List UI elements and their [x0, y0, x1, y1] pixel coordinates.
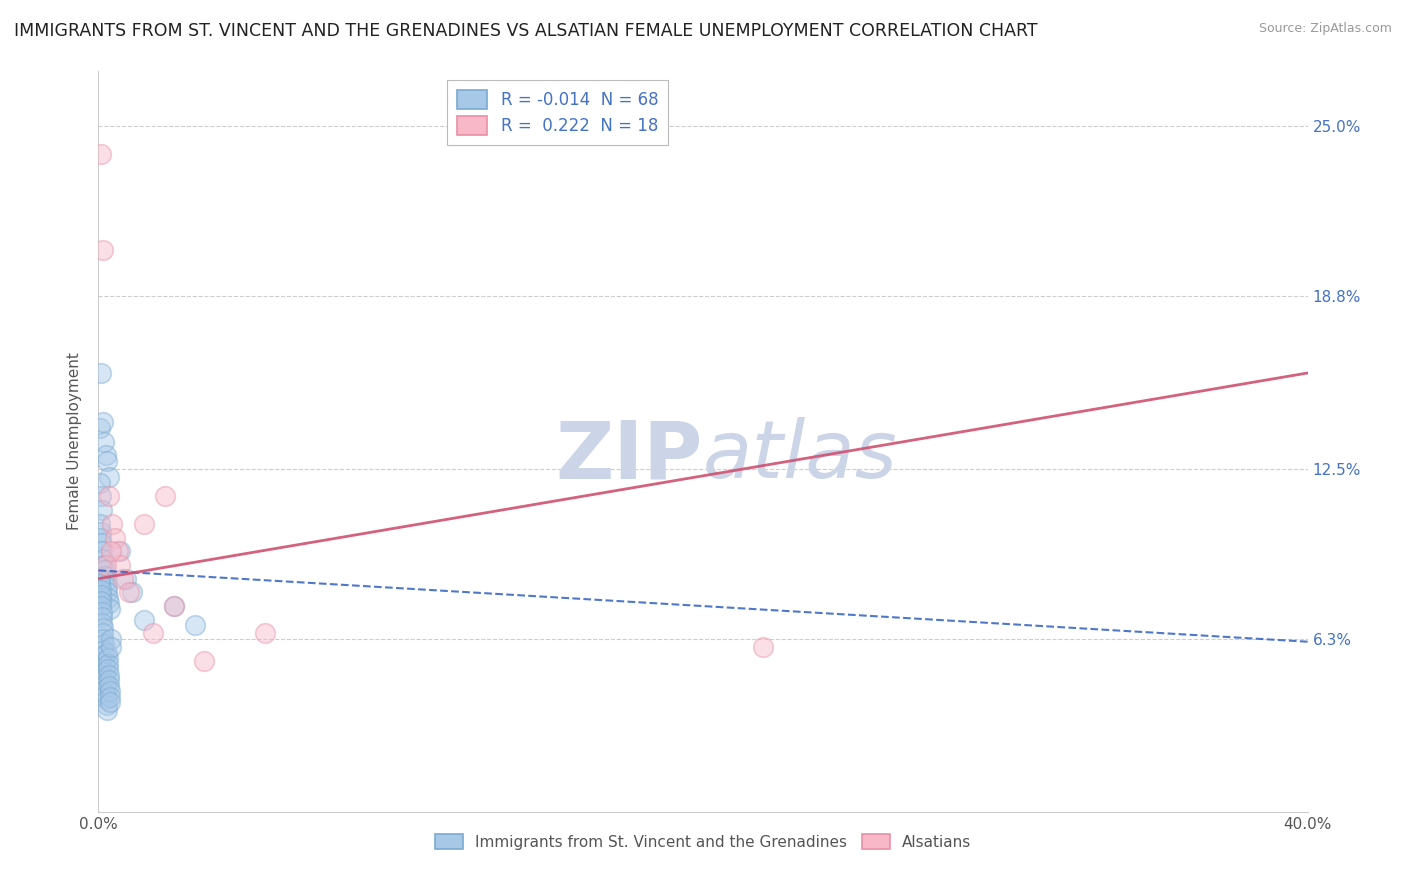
Point — [96, 703, 118, 717]
Point — [94, 681, 117, 696]
Point — [90, 599, 112, 613]
Point — [97, 651, 120, 665]
Point — [142, 626, 165, 640]
Point — [132, 516, 155, 531]
Point — [100, 544, 122, 558]
Point — [91, 632, 114, 646]
Point — [90, 593, 112, 607]
Point — [118, 585, 141, 599]
Point — [98, 596, 121, 610]
Point — [94, 665, 117, 679]
Point — [93, 637, 115, 651]
Point — [100, 632, 122, 646]
Point — [96, 687, 118, 701]
Point — [93, 563, 115, 577]
Point — [108, 558, 131, 572]
Point — [98, 470, 121, 484]
Point — [94, 676, 117, 690]
Point — [89, 572, 111, 586]
Point — [91, 415, 114, 429]
Point — [98, 673, 121, 687]
Point — [91, 552, 114, 566]
Point — [90, 605, 112, 619]
Text: atlas: atlas — [703, 417, 898, 495]
Text: IMMIGRANTS FROM ST. VINCENT AND THE GRENADINES VS ALSATIAN FEMALE UNEMPLOYMENT C: IMMIGRANTS FROM ST. VINCENT AND THE GREN… — [14, 22, 1038, 40]
Point — [114, 572, 136, 586]
Point — [89, 475, 111, 490]
Point — [97, 591, 120, 605]
Point — [98, 489, 121, 503]
Point — [132, 613, 155, 627]
Point — [96, 692, 118, 706]
Point — [90, 582, 112, 597]
Point — [98, 690, 121, 704]
Point — [93, 558, 115, 572]
Point — [90, 531, 112, 545]
Point — [184, 618, 207, 632]
Point — [98, 684, 121, 698]
Point — [94, 569, 117, 583]
Point — [96, 580, 118, 594]
Point — [91, 243, 114, 257]
Legend: Immigrants from St. Vincent and the Grenadines, Alsatians: Immigrants from St. Vincent and the Gren… — [429, 828, 977, 856]
Point — [193, 654, 215, 668]
Point — [752, 640, 775, 655]
Y-axis label: Female Unemployment: Female Unemployment — [67, 352, 83, 531]
Point — [97, 657, 120, 671]
Point — [94, 558, 117, 572]
Point — [96, 585, 118, 599]
Point — [91, 610, 114, 624]
Point — [104, 531, 127, 545]
Point — [98, 602, 121, 616]
Point — [90, 536, 112, 550]
Point — [111, 572, 134, 586]
Point — [94, 448, 117, 462]
Point — [94, 659, 117, 673]
Point — [97, 662, 120, 676]
Point — [94, 574, 117, 589]
Point — [89, 516, 111, 531]
Point — [163, 599, 186, 613]
Point — [107, 544, 129, 558]
Point — [96, 646, 118, 660]
Point — [100, 640, 122, 655]
Point — [90, 146, 112, 161]
Point — [93, 643, 115, 657]
Point — [96, 454, 118, 468]
Point — [108, 544, 131, 558]
Point — [90, 524, 112, 539]
Point — [93, 434, 115, 449]
Point — [91, 544, 114, 558]
Text: ZIP: ZIP — [555, 417, 703, 495]
Point — [90, 489, 112, 503]
Point — [91, 615, 114, 630]
Point — [96, 698, 118, 712]
Point — [98, 695, 121, 709]
Point — [97, 667, 120, 681]
Point — [101, 516, 124, 531]
Point — [153, 489, 176, 503]
Point — [93, 648, 115, 663]
Point — [89, 421, 111, 435]
Point — [93, 654, 115, 668]
Point — [94, 670, 117, 684]
Point — [91, 626, 114, 640]
Point — [91, 503, 114, 517]
Point — [90, 366, 112, 380]
Point — [91, 621, 114, 635]
Point — [253, 626, 276, 640]
Point — [90, 588, 112, 602]
Point — [89, 577, 111, 591]
Point — [121, 585, 143, 599]
Point — [98, 679, 121, 693]
Point — [163, 599, 186, 613]
Text: Source: ZipAtlas.com: Source: ZipAtlas.com — [1258, 22, 1392, 36]
